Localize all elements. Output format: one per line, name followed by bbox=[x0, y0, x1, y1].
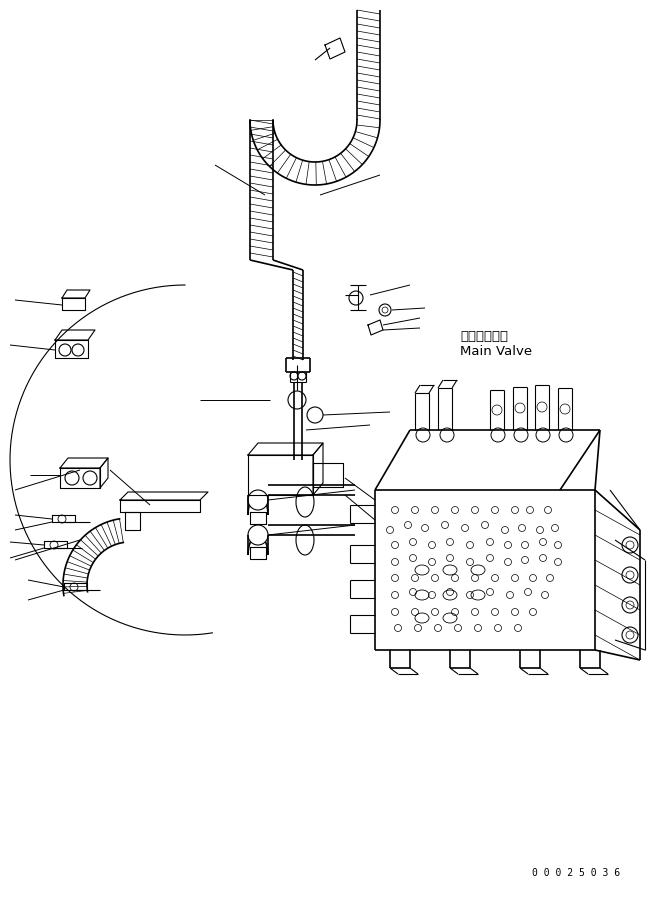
Circle shape bbox=[622, 537, 638, 553]
Circle shape bbox=[379, 304, 391, 316]
Circle shape bbox=[440, 428, 454, 442]
Circle shape bbox=[307, 407, 323, 423]
Circle shape bbox=[622, 597, 638, 613]
Text: メインバルブ: メインバルブ bbox=[460, 330, 508, 343]
Circle shape bbox=[491, 428, 505, 442]
Circle shape bbox=[72, 344, 84, 356]
Text: 0 0 0 2 5 0 3 6: 0 0 0 2 5 0 3 6 bbox=[532, 868, 620, 878]
Circle shape bbox=[290, 372, 298, 380]
Circle shape bbox=[288, 391, 306, 409]
Circle shape bbox=[514, 428, 528, 442]
Circle shape bbox=[248, 525, 268, 545]
Circle shape bbox=[70, 583, 78, 591]
Circle shape bbox=[622, 567, 638, 583]
Circle shape bbox=[349, 291, 363, 305]
Ellipse shape bbox=[296, 525, 314, 555]
Circle shape bbox=[382, 307, 388, 313]
Circle shape bbox=[65, 471, 79, 485]
Circle shape bbox=[248, 490, 268, 510]
Circle shape bbox=[536, 428, 550, 442]
Ellipse shape bbox=[296, 487, 314, 517]
Circle shape bbox=[58, 515, 66, 523]
Circle shape bbox=[622, 627, 638, 643]
Circle shape bbox=[83, 471, 97, 485]
Text: Main Valve: Main Valve bbox=[460, 345, 532, 358]
Circle shape bbox=[298, 372, 306, 380]
Circle shape bbox=[559, 428, 573, 442]
Circle shape bbox=[50, 541, 58, 549]
Circle shape bbox=[416, 428, 430, 442]
Circle shape bbox=[59, 344, 71, 356]
